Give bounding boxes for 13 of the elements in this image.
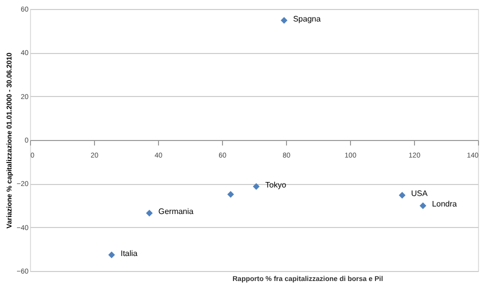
point (398, 192, 406, 199)
annotation: Germania (158, 207, 194, 216)
point (420, 202, 426, 210)
point (146, 210, 153, 216)
annotation: Spagna (293, 14, 322, 24)
point (227, 191, 234, 198)
annotation: Tokyo (265, 180, 287, 190)
point (108, 251, 115, 258)
annotation: USA (411, 189, 428, 198)
point (252, 183, 260, 190)
point (280, 17, 288, 24)
annotation: Londra (432, 200, 458, 209)
annotation: Italia (120, 248, 138, 258)
